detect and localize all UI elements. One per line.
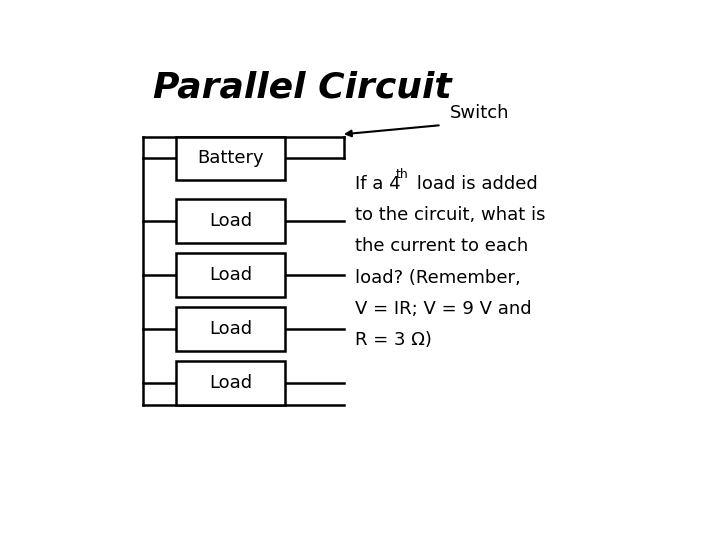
Bar (176, 199, 285, 242)
Text: V = IR; V = 9 V and: V = IR; V = 9 V and (355, 300, 531, 318)
Bar (176, 307, 285, 350)
Bar (176, 137, 285, 180)
Text: Load: Load (210, 320, 253, 338)
Text: If a 4: If a 4 (355, 175, 400, 193)
Text: Load: Load (210, 212, 253, 230)
Text: Load: Load (210, 266, 253, 284)
Text: to the circuit, what is: to the circuit, what is (355, 206, 546, 224)
Text: Parallel Circuit: Parallel Circuit (153, 71, 451, 105)
Text: Load: Load (210, 374, 253, 392)
Text: the current to each: the current to each (355, 238, 528, 255)
Text: th: th (396, 167, 408, 180)
Bar (176, 253, 285, 296)
Text: load? (Remember,: load? (Remember, (355, 268, 521, 287)
Bar (176, 361, 285, 404)
Text: Switch: Switch (450, 104, 510, 122)
Text: R = 3 Ω): R = 3 Ω) (355, 331, 432, 349)
Text: Battery: Battery (197, 150, 264, 167)
Text: load is added: load is added (411, 175, 538, 193)
